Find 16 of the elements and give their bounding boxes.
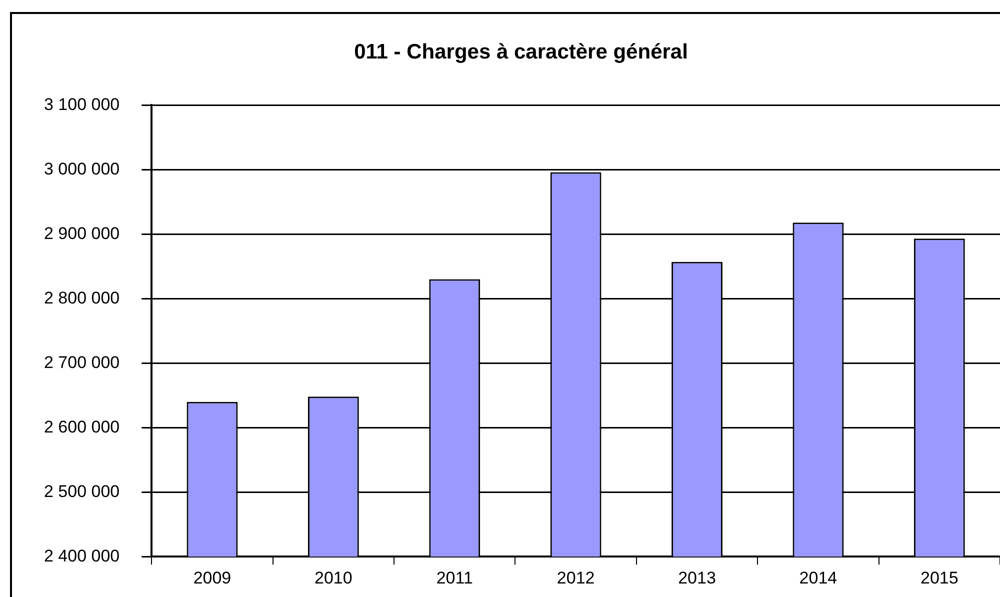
y-tick-label: 3 100 000 [44, 94, 120, 114]
y-tick-label: 2 800 000 [44, 288, 120, 308]
y-tick-label: 2 500 000 [44, 482, 120, 501]
x-tick-label: 2009 [193, 568, 232, 588]
chart-title: 011 - Charges à caractère général [354, 40, 688, 64]
x-tick-label: 2014 [799, 568, 838, 588]
x-tick-label: 2010 [314, 568, 352, 588]
x-tick-label: 2012 [556, 568, 595, 588]
y-tick-label: 2 900 000 [44, 224, 120, 243]
y-tick-label: 2 700 000 [44, 352, 120, 372]
x-tick-label: 2011 [436, 568, 473, 588]
x-tick-label: 2015 [920, 568, 958, 588]
y-tick-label: 2 400 000 [44, 546, 120, 566]
x-tick-label: 2013 [678, 568, 716, 588]
y-tick-label: 2 600 000 [44, 417, 120, 436]
y-tick-label: 3 000 000 [44, 159, 120, 178]
